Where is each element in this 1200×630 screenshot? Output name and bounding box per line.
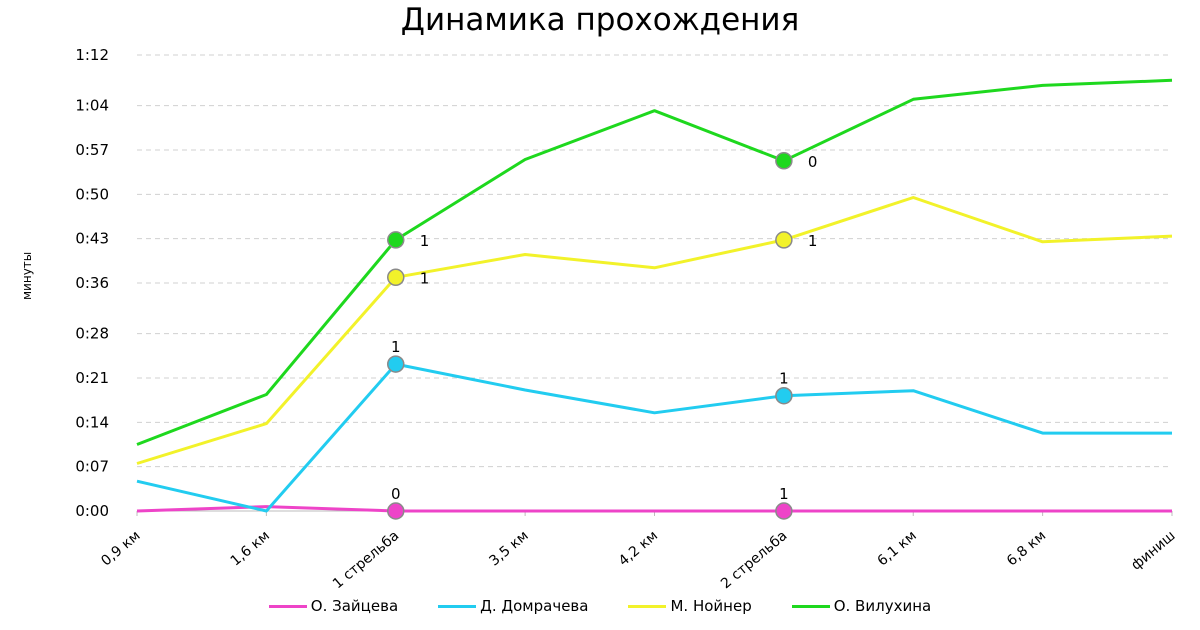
y-tick-label: 0:07: [75, 458, 109, 476]
series-marker: [775, 502, 793, 520]
data-label: 1: [779, 485, 789, 503]
y-tick-label: 1:12: [75, 46, 109, 64]
x-tick-label: 2 стрельба: [718, 528, 790, 592]
series-line-4: [136, 78, 1173, 446]
x-tick-label: 0,9 км: [98, 528, 143, 570]
legend-label: О. Вилухина: [833, 597, 932, 615]
legend-item: Д. Домрачева: [438, 597, 588, 615]
data-label: 1: [420, 269, 430, 287]
y-tick-label: 0:28: [75, 325, 109, 343]
series-marker: [387, 355, 405, 373]
chart-title: Динамика прохождения: [400, 2, 800, 38]
y-tick-label: 0:50: [75, 185, 109, 203]
x-tick-label: 4,2 км: [616, 528, 661, 570]
data-label: 0: [808, 153, 818, 171]
data-label: 1: [779, 370, 789, 388]
series-marker: [387, 231, 405, 249]
y-tick-label: 0:14: [75, 413, 109, 431]
series-line-1: [136, 505, 1172, 513]
y-tick-label: 0:43: [75, 230, 109, 248]
x-tick-label: 6,8 км: [1004, 528, 1049, 570]
x-tick-label: 6,1 км: [875, 528, 920, 570]
x-tick-label: 1 стрельба: [330, 528, 402, 592]
x-tick-label: финиш: [1128, 528, 1178, 574]
legend-item: М. Нойнер: [628, 597, 752, 615]
data-label: 1: [391, 338, 401, 356]
series-marker: [775, 231, 793, 249]
series-marker: [387, 268, 405, 287]
data-label: 1: [420, 232, 430, 250]
chart-legend: О. Зайцева Д. Домрачева М. Нойнер О. Вилухи…: [0, 597, 1200, 615]
legend-swatch: [438, 604, 477, 608]
legend-swatch: [791, 604, 830, 608]
data-label: 0: [391, 485, 401, 503]
y-tick-label: 0:57: [75, 141, 109, 159]
legend-item: О. Вилухина: [791, 597, 932, 615]
y-tick-label: 0:21: [75, 369, 109, 387]
legend-swatch: [268, 604, 307, 608]
series-marker: [775, 386, 793, 405]
y-tick-label: 1:04: [75, 97, 109, 115]
series-marker: [775, 152, 793, 170]
legend-swatch: [628, 604, 667, 608]
legend-label: М. Нойнер: [670, 597, 752, 615]
series-line-3: [136, 196, 1173, 465]
legend-item: О. Зайцева: [268, 597, 399, 615]
data-label: 1: [808, 232, 818, 250]
legend-label: Д. Домрачева: [480, 597, 589, 615]
y-tick-label: 0:00: [75, 502, 109, 520]
legend-label: О. Зайцева: [310, 597, 399, 615]
x-tick-label: 3,5 км: [486, 528, 531, 570]
series-marker: [387, 502, 405, 520]
series-line-2: [136, 362, 1172, 513]
y-tick-label: 0:36: [75, 274, 109, 292]
x-tick-label: 1,6 км: [228, 528, 273, 570]
